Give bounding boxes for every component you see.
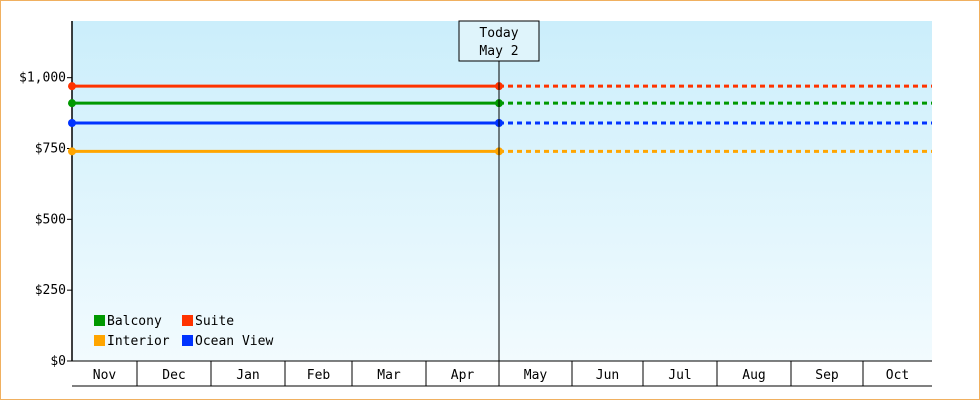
- legend-label-balcony: Balcony: [107, 314, 162, 329]
- month-label-aug: Aug: [742, 368, 765, 383]
- y-tick-label: $250: [35, 283, 66, 298]
- month-label-mar: Mar: [377, 368, 401, 383]
- legend-label-suite: Suite: [195, 314, 234, 329]
- month-label-feb: Feb: [307, 368, 331, 383]
- y-tick-label: $500: [35, 212, 66, 227]
- series-point-start-suite: [68, 82, 76, 91]
- legend-swatch-ocean-view: [182, 335, 193, 346]
- y-tick-label: $1,000: [19, 71, 66, 86]
- series-point-start-interior: [68, 147, 76, 156]
- legend-label-interior: Interior: [107, 334, 170, 349]
- month-label-sep: Sep: [815, 368, 839, 383]
- legend-swatch-interior: [94, 335, 105, 346]
- legend-label-ocean-view: Ocean View: [195, 334, 273, 349]
- month-label-jul: Jul: [668, 368, 691, 383]
- month-label-may: May: [524, 368, 548, 383]
- today-box: [458, 20, 540, 62]
- legend-swatch-balcony: [94, 315, 105, 326]
- month-label-oct: Oct: [886, 368, 909, 383]
- series-point-start-ocean-view: [68, 119, 76, 127]
- today-date: May 2: [479, 44, 518, 59]
- plot-background: [72, 21, 932, 361]
- legend-swatch-suite: [182, 315, 193, 326]
- month-label-nov: Nov: [93, 368, 117, 383]
- month-label-dec: Dec: [162, 368, 185, 383]
- today-label: Today: [479, 26, 518, 41]
- y-tick-label: $750: [35, 142, 66, 157]
- month-label-jan: Jan: [236, 368, 259, 383]
- y-tick-label: $0: [50, 354, 66, 369]
- month-label-apr: Apr: [451, 368, 475, 383]
- month-label-jun: Jun: [596, 368, 619, 383]
- series-point-start-balcony: [68, 99, 76, 108]
